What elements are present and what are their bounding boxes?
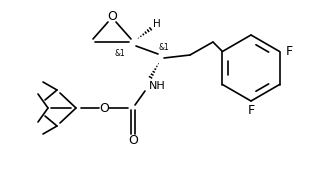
Text: O: O (99, 101, 109, 115)
Text: F: F (286, 45, 293, 58)
Text: F: F (248, 105, 255, 117)
Text: NH: NH (149, 81, 166, 91)
Text: &1: &1 (159, 42, 169, 51)
Text: O: O (107, 10, 117, 24)
Text: H: H (153, 19, 161, 29)
Text: O: O (128, 135, 138, 148)
Text: &1: &1 (115, 49, 125, 57)
